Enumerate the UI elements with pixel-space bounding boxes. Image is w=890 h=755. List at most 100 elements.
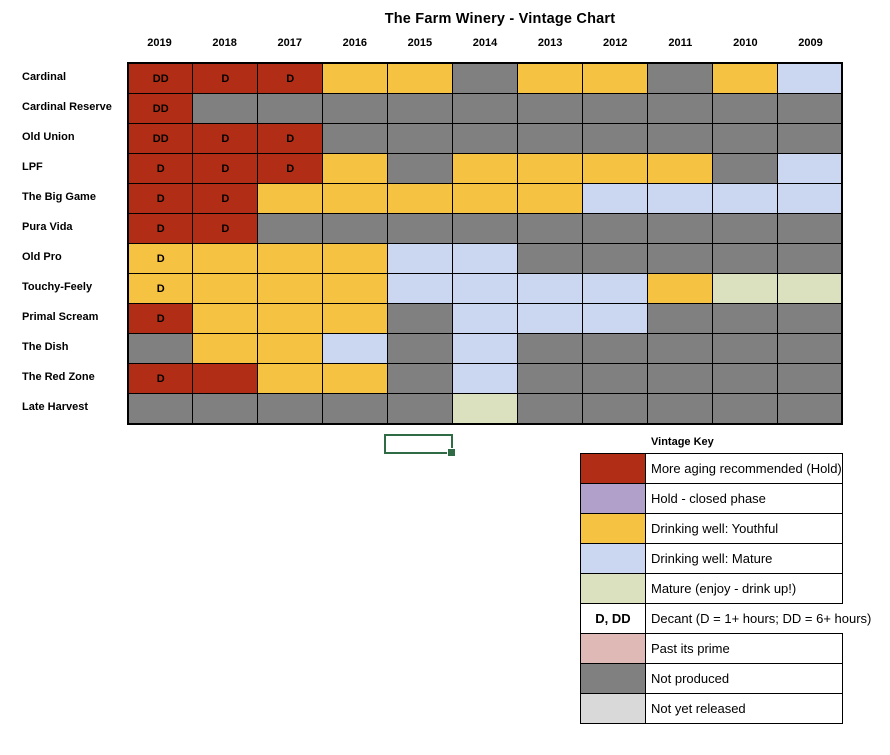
- vintage-cell[interactable]: [322, 62, 389, 94]
- vintage-cell[interactable]: [192, 303, 259, 334]
- vintage-cell[interactable]: [452, 123, 518, 154]
- vintage-cell[interactable]: [711, 363, 778, 394]
- vintage-cell[interactable]: DD: [127, 62, 194, 94]
- vintage-cell[interactable]: D: [127, 153, 194, 184]
- vintage-cell[interactable]: [646, 333, 713, 364]
- vintage-cell[interactable]: [387, 243, 454, 274]
- vintage-cell[interactable]: [322, 333, 389, 364]
- vintage-cell[interactable]: D: [257, 62, 324, 94]
- vintage-cell[interactable]: [452, 333, 518, 364]
- vintage-cell[interactable]: [516, 333, 583, 364]
- vintage-cell[interactable]: [776, 93, 843, 124]
- vintage-cell[interactable]: D: [192, 123, 259, 154]
- vintage-cell[interactable]: [322, 213, 389, 244]
- vintage-cell[interactable]: [776, 213, 843, 244]
- vintage-cell[interactable]: [646, 93, 713, 124]
- vintage-cell[interactable]: D: [192, 62, 259, 94]
- vintage-cell[interactable]: [711, 213, 778, 244]
- vintage-cell[interactable]: [127, 393, 194, 425]
- vintage-cell[interactable]: [322, 393, 389, 425]
- vintage-cell[interactable]: DD: [127, 123, 194, 154]
- vintage-cell[interactable]: [646, 393, 713, 425]
- vintage-cell[interactable]: [711, 153, 778, 184]
- vintage-cell[interactable]: [776, 183, 843, 214]
- vintage-cell[interactable]: [322, 123, 389, 154]
- vintage-cell[interactable]: [581, 273, 648, 304]
- vintage-cell[interactable]: [646, 123, 713, 154]
- vintage-cell[interactable]: [322, 303, 389, 334]
- vintage-cell[interactable]: D: [127, 243, 194, 274]
- vintage-cell[interactable]: [646, 183, 713, 214]
- vintage-cell[interactable]: [257, 243, 324, 274]
- vintage-cell[interactable]: [711, 123, 778, 154]
- vintage-cell[interactable]: [581, 153, 648, 184]
- vintage-cell[interactable]: [646, 62, 713, 94]
- vintage-cell[interactable]: [581, 123, 648, 154]
- vintage-cell[interactable]: [192, 93, 259, 124]
- vintage-cell[interactable]: [387, 183, 454, 214]
- vintage-cell[interactable]: D: [127, 363, 194, 394]
- vintage-cell[interactable]: D: [127, 213, 194, 244]
- vintage-cell[interactable]: [257, 273, 324, 304]
- vintage-cell[interactable]: [192, 393, 259, 425]
- vintage-cell[interactable]: [127, 333, 194, 364]
- vintage-cell[interactable]: [516, 62, 583, 94]
- vintage-cell[interactable]: [581, 393, 648, 425]
- vintage-cell[interactable]: [776, 243, 843, 274]
- vintage-cell[interactable]: [711, 62, 778, 94]
- vintage-cell[interactable]: [192, 333, 259, 364]
- vintage-cell[interactable]: [516, 273, 583, 304]
- vintage-cell[interactable]: [452, 62, 518, 94]
- vintage-cell[interactable]: [581, 213, 648, 244]
- vintage-cell[interactable]: [581, 93, 648, 124]
- vintage-cell[interactable]: [711, 333, 778, 364]
- vintage-cell[interactable]: [516, 393, 583, 425]
- vintage-cell[interactable]: [387, 93, 454, 124]
- vintage-cell[interactable]: [387, 213, 454, 244]
- vintage-cell[interactable]: D: [192, 213, 259, 244]
- vintage-cell[interactable]: [581, 363, 648, 394]
- vintage-cell[interactable]: [452, 303, 518, 334]
- vintage-cell[interactable]: [516, 363, 583, 394]
- vintage-cell[interactable]: [387, 333, 454, 364]
- vintage-cell[interactable]: D: [192, 183, 259, 214]
- vintage-cell[interactable]: [387, 363, 454, 394]
- vintage-cell[interactable]: [322, 93, 389, 124]
- vintage-cell[interactable]: [776, 123, 843, 154]
- vintage-cell[interactable]: [387, 303, 454, 334]
- vintage-cell[interactable]: [646, 213, 713, 244]
- vintage-cell[interactable]: [516, 303, 583, 334]
- vintage-cell[interactable]: [322, 243, 389, 274]
- vintage-cell[interactable]: [192, 243, 259, 274]
- vintage-cell[interactable]: [711, 273, 778, 304]
- vintage-cell[interactable]: [516, 213, 583, 244]
- vintage-cell[interactable]: [581, 243, 648, 274]
- vintage-cell[interactable]: [776, 153, 843, 184]
- vintage-cell[interactable]: DD: [127, 93, 194, 124]
- vintage-cell[interactable]: [776, 273, 843, 304]
- vintage-cell[interactable]: [322, 363, 389, 394]
- vintage-cell[interactable]: [776, 303, 843, 334]
- vintage-cell[interactable]: [711, 303, 778, 334]
- vintage-cell[interactable]: D: [257, 153, 324, 184]
- vintage-cell[interactable]: [646, 303, 713, 334]
- vintage-cell[interactable]: [581, 183, 648, 214]
- vintage-cell[interactable]: [322, 153, 389, 184]
- vintage-cell[interactable]: [257, 183, 324, 214]
- vintage-cell[interactable]: [711, 393, 778, 425]
- vintage-cell[interactable]: D: [127, 303, 194, 334]
- vintage-cell[interactable]: [322, 273, 389, 304]
- vintage-cell[interactable]: [581, 62, 648, 94]
- vintage-cell[interactable]: [452, 153, 518, 184]
- vintage-cell[interactable]: [711, 183, 778, 214]
- vintage-cell[interactable]: [646, 273, 713, 304]
- vintage-cell[interactable]: D: [192, 153, 259, 184]
- vintage-cell[interactable]: [711, 243, 778, 274]
- vintage-cell[interactable]: [192, 363, 259, 394]
- vintage-cell[interactable]: [646, 243, 713, 274]
- vintage-cell[interactable]: [387, 123, 454, 154]
- vintage-cell[interactable]: [387, 393, 454, 425]
- vintage-cell[interactable]: [452, 273, 518, 304]
- vintage-cell[interactable]: [322, 183, 389, 214]
- vintage-cell[interactable]: [257, 363, 324, 394]
